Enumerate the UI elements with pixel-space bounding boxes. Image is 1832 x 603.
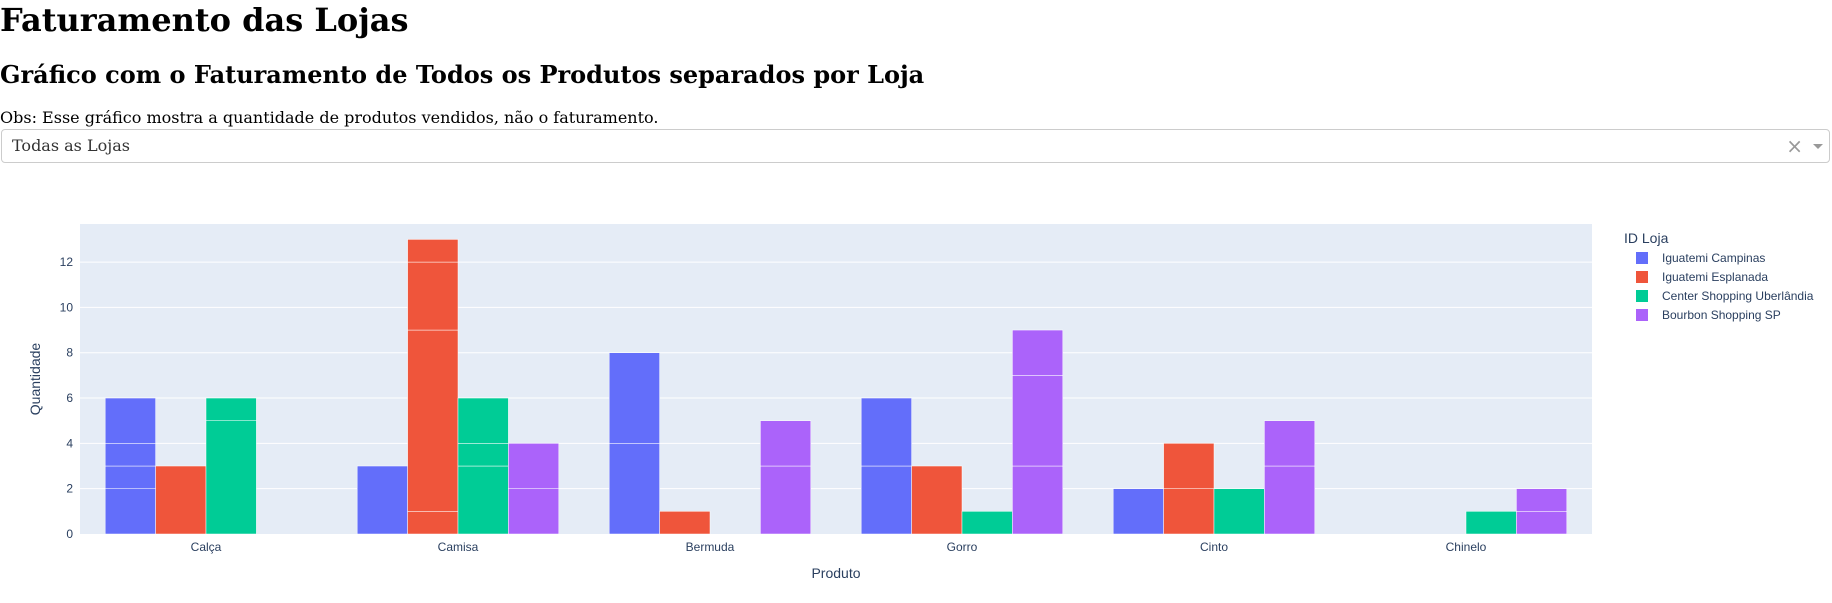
legend-item[interactable]: Iguatemi Campinas bbox=[1636, 251, 1765, 265]
bar-segment[interactable] bbox=[104, 443, 156, 467]
chevron-down-icon[interactable] bbox=[1813, 144, 1823, 149]
y-tick-label: 4 bbox=[66, 436, 73, 450]
bar-segment[interactable] bbox=[1264, 420, 1316, 467]
bar-segment[interactable] bbox=[508, 443, 560, 489]
page-title: Faturamento das Lojas bbox=[0, 1, 409, 39]
legend-swatch bbox=[1636, 290, 1648, 302]
bar-segment[interactable] bbox=[104, 488, 156, 535]
legend-item[interactable]: Bourbon Shopping SP bbox=[1636, 308, 1781, 322]
x-axis-title: Produto bbox=[811, 565, 860, 581]
y-tick-label: 0 bbox=[66, 527, 73, 541]
bar-segment[interactable] bbox=[407, 239, 459, 263]
bar-segment[interactable] bbox=[508, 488, 560, 535]
bar-segment[interactable] bbox=[760, 420, 812, 467]
legend-label: Iguatemi Esplanada bbox=[1662, 270, 1768, 284]
bar-segment[interactable] bbox=[1012, 465, 1064, 535]
bar-segment[interactable] bbox=[1516, 488, 1568, 512]
bar-segment[interactable] bbox=[961, 511, 1013, 535]
clear-icon[interactable]: × bbox=[1786, 134, 1803, 158]
bar-segment[interactable] bbox=[860, 465, 912, 535]
bar-segment[interactable] bbox=[860, 397, 912, 467]
bar-segment[interactable] bbox=[659, 511, 711, 535]
y-axis-title: Quantidade bbox=[27, 343, 43, 416]
bar-segment[interactable] bbox=[205, 420, 257, 535]
bar-segment[interactable] bbox=[407, 511, 459, 535]
bar-segment[interactable] bbox=[1163, 443, 1215, 489]
bar-segment[interactable] bbox=[407, 261, 459, 331]
y-tick-label: 2 bbox=[66, 482, 73, 496]
store-dropdown-value: Todas as Lojas bbox=[12, 136, 130, 155]
bar-chart: 0 2 4 6 8 10 12 Calça Camisa Bermuda Gorro Cinto Ch… bbox=[27, 224, 1814, 581]
bar-segment[interactable] bbox=[608, 352, 660, 444]
bar-segment[interactable] bbox=[104, 397, 156, 444]
legend-swatch bbox=[1636, 252, 1648, 264]
legend-title: ID Loja bbox=[1624, 230, 1669, 246]
bar-segment[interactable] bbox=[457, 397, 509, 444]
legend-swatch bbox=[1636, 309, 1648, 321]
x-tick-label: Camisa bbox=[438, 540, 479, 554]
y-tick-label: 10 bbox=[60, 300, 74, 314]
bar-segment[interactable] bbox=[155, 465, 207, 535]
bar-segment[interactable] bbox=[1112, 488, 1164, 535]
y-tick-label: 8 bbox=[66, 346, 73, 360]
plot-area bbox=[80, 224, 1592, 534]
bar-segment[interactable] bbox=[1465, 511, 1517, 535]
bar-segment[interactable] bbox=[1516, 511, 1568, 535]
x-tick-label: Cinto bbox=[1200, 540, 1228, 554]
x-tick-label: Bermuda bbox=[686, 540, 735, 554]
legend-item[interactable]: Center Shopping Uberlândia bbox=[1636, 289, 1814, 303]
x-tick-label: Calça bbox=[191, 540, 222, 554]
legend-label: Iguatemi Campinas bbox=[1662, 251, 1765, 265]
bar-segment[interactable] bbox=[1012, 375, 1064, 467]
bar-segment[interactable] bbox=[356, 465, 408, 535]
legend-swatch bbox=[1636, 271, 1648, 283]
bar-segment[interactable] bbox=[457, 465, 509, 535]
x-tick-label: Gorro bbox=[947, 540, 978, 554]
bar-segment[interactable] bbox=[205, 397, 257, 421]
legend: ID Loja Iguatemi Campinas Iguatemi Esplan… bbox=[1624, 230, 1814, 322]
legend-item[interactable]: Iguatemi Esplanada bbox=[1636, 270, 1768, 284]
bar-segment[interactable] bbox=[1264, 465, 1316, 535]
bar-segment[interactable] bbox=[760, 465, 812, 535]
chart-subtitle: Gráfico com o Faturamento de Todos os Pr… bbox=[0, 60, 925, 89]
bar-segment[interactable] bbox=[608, 443, 660, 535]
bar-segment[interactable] bbox=[1163, 488, 1215, 535]
legend-label: Bourbon Shopping SP bbox=[1662, 308, 1781, 322]
bar-segment[interactable] bbox=[911, 465, 963, 535]
y-tick-label: 12 bbox=[60, 255, 74, 269]
store-dropdown[interactable]: Todas as Lojas × bbox=[1, 129, 1830, 163]
bar-segment[interactable] bbox=[407, 329, 459, 512]
bar-segment[interactable] bbox=[1213, 488, 1265, 535]
bar-segment[interactable] bbox=[104, 465, 156, 489]
chart-note: Obs: Esse gráfico mostra a quantidade de… bbox=[0, 108, 659, 127]
bar-segment[interactable] bbox=[1012, 329, 1064, 376]
bar-segment[interactable] bbox=[457, 443, 509, 467]
y-tick-label: 6 bbox=[66, 391, 73, 405]
x-tick-label: Chinelo bbox=[1446, 540, 1487, 554]
legend-label: Center Shopping Uberlândia bbox=[1662, 289, 1814, 303]
